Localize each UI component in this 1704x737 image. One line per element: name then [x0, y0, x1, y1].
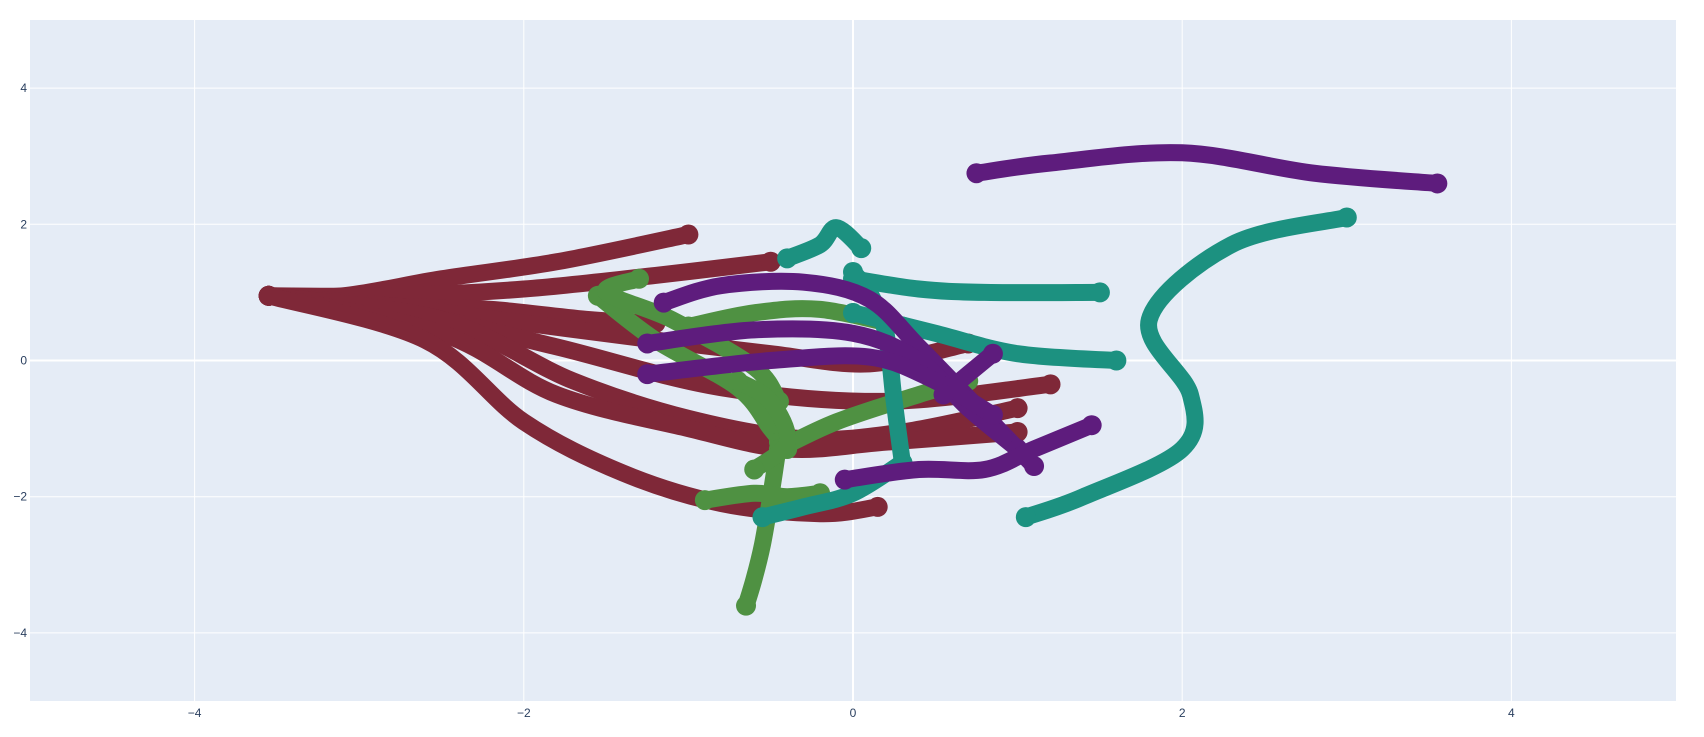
x-tick-label: 4 [1508, 706, 1515, 720]
series-7-start-point [258, 285, 279, 306]
series-line-11 [696, 484, 829, 509]
series-line-9 [597, 270, 788, 410]
y-tick-label: 0 [20, 354, 27, 368]
series-20-end-point [1336, 207, 1357, 228]
series-26-start-point [933, 384, 954, 405]
x-axis-ticks: −4 −2 0 2 4 [188, 706, 1515, 720]
series-line-17 [778, 219, 870, 267]
series-19-end-point [1106, 350, 1127, 371]
series-14-end-point [744, 459, 765, 480]
series-5-end-point [1007, 398, 1028, 419]
series-10-end-point [736, 595, 757, 616]
x-tick-label: 2 [1179, 706, 1186, 720]
series-group [258, 144, 1448, 616]
series-24-start-point [637, 364, 658, 385]
series-1-end-point [760, 251, 781, 272]
series-4-end-point [1040, 374, 1061, 395]
series-18-end-point [1089, 282, 1110, 303]
series-14-start-point [727, 370, 748, 391]
y-tick-label: 4 [20, 81, 27, 95]
series-line-25 [836, 416, 1101, 489]
series-11-start-point [694, 490, 715, 511]
series-line-10 [737, 433, 788, 615]
series-21-start-point [966, 163, 987, 184]
y-tick-label: −4 [13, 626, 27, 640]
series-0-end-point [678, 224, 699, 245]
series-line-20 [1017, 209, 1356, 526]
series-26-end-point [982, 343, 1003, 364]
series-22-end-point [1024, 456, 1045, 477]
y-axis-ticks: −4 −2 0 2 4 [13, 81, 27, 640]
series-21-end-point [1427, 173, 1448, 194]
series-20-start-point [1015, 507, 1036, 528]
series-19-start-point [843, 302, 863, 323]
series-17-start-point [777, 248, 798, 269]
series-23-start-point [637, 333, 658, 354]
series-17-end-point [851, 238, 872, 259]
series-line-21 [967, 144, 1446, 192]
series-22-start-point [653, 292, 674, 313]
x-tick-label: −2 [517, 706, 531, 720]
series-line-18 [844, 270, 1109, 302]
y-tick-label: 2 [20, 217, 27, 231]
series-line-6 [260, 287, 1027, 458]
series-24-end-point [982, 404, 1003, 425]
series-15-start-point [752, 507, 773, 528]
x-tick-label: 0 [850, 706, 857, 720]
series-line-14 [729, 372, 797, 478]
series-7-end-point [867, 496, 888, 517]
x-tick-label: −4 [188, 706, 202, 720]
series-25-end-point [1081, 415, 1102, 436]
series-25-start-point [834, 469, 855, 490]
y-tick-label: −2 [13, 490, 27, 504]
series-9-start-point [629, 268, 650, 289]
